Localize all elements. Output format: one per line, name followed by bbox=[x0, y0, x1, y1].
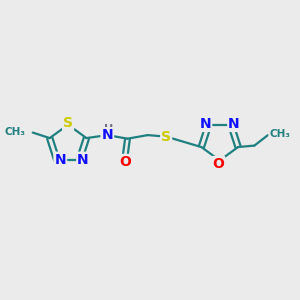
Text: H: H bbox=[104, 124, 113, 134]
Text: O: O bbox=[119, 155, 131, 169]
Text: S: S bbox=[161, 130, 171, 144]
Text: S: S bbox=[63, 116, 73, 130]
Text: O: O bbox=[212, 157, 224, 171]
Text: N: N bbox=[55, 153, 66, 167]
Text: N: N bbox=[101, 128, 113, 142]
Text: CH₃: CH₃ bbox=[4, 127, 25, 137]
Text: N: N bbox=[228, 117, 240, 131]
Text: CH₃: CH₃ bbox=[269, 129, 290, 139]
Text: N: N bbox=[77, 153, 89, 167]
Text: N: N bbox=[200, 117, 211, 131]
